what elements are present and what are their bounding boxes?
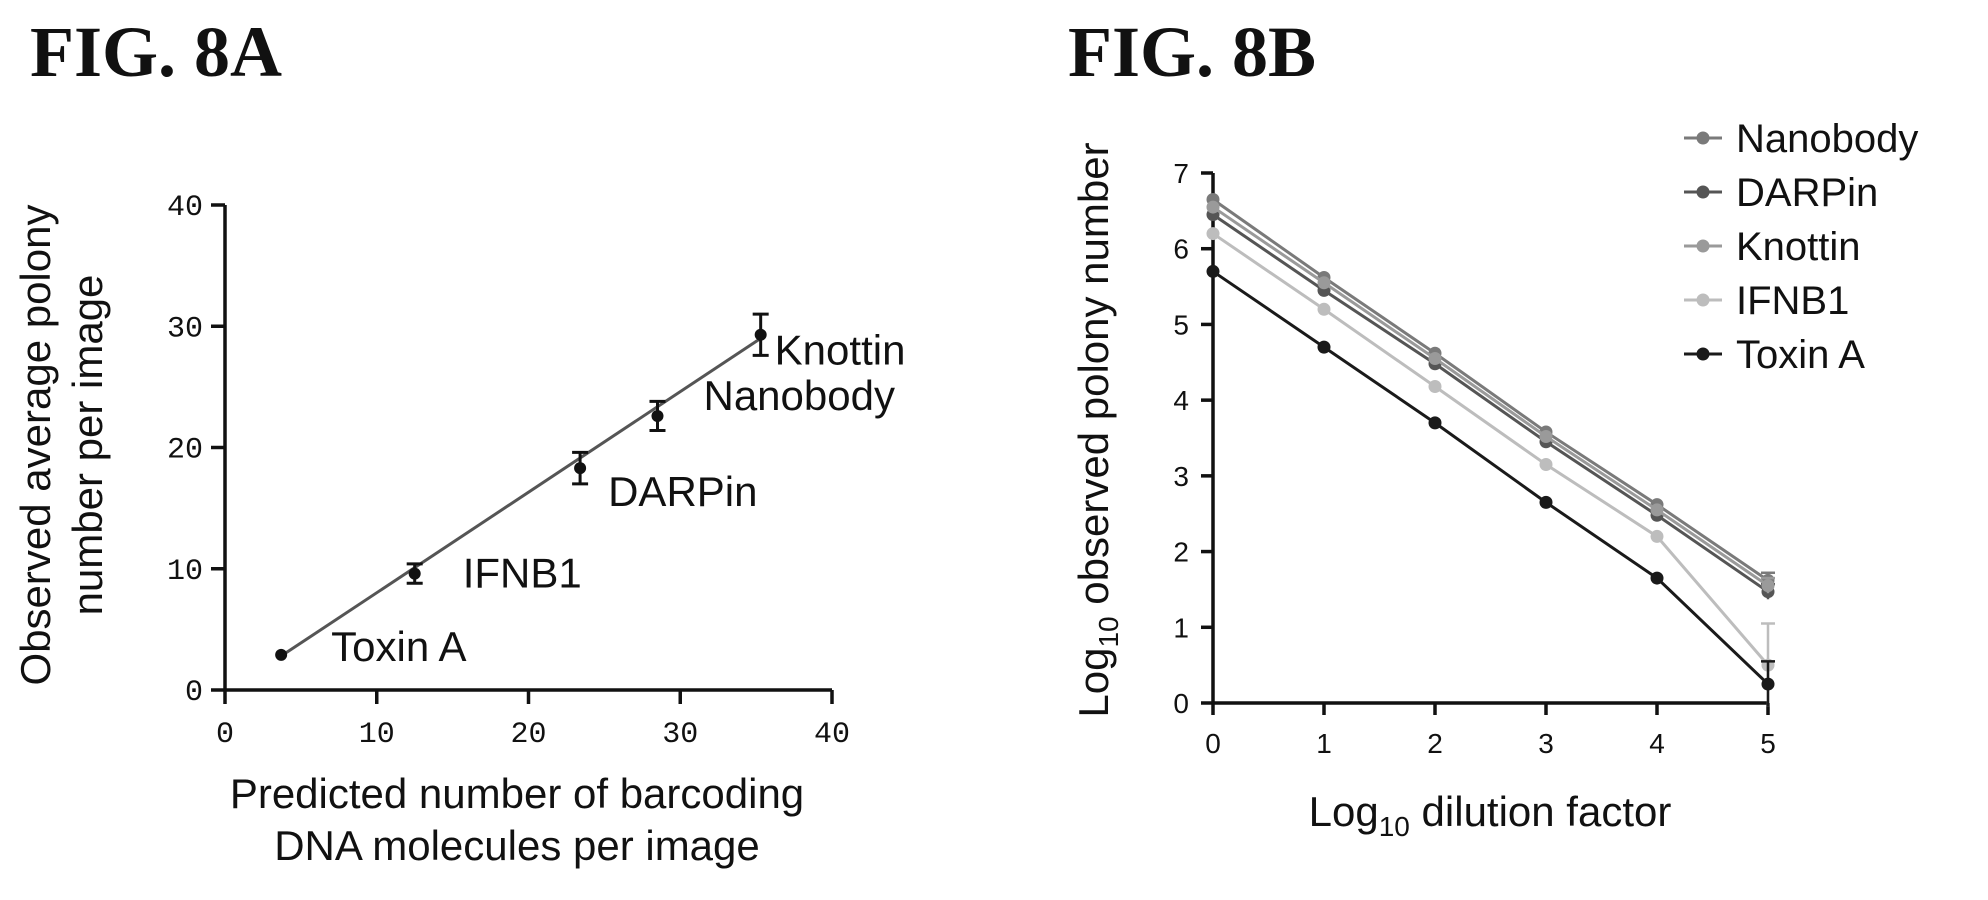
legend-marker (1696, 185, 1710, 199)
legend-label: Toxin A (1736, 333, 1865, 377)
y-tick-label: 10 (167, 555, 203, 589)
x-tick-label: 30 (662, 718, 698, 752)
legend-label: IFNB1 (1736, 279, 1849, 323)
data-point (1206, 200, 1220, 214)
data-point (574, 462, 587, 475)
fit-line (280, 337, 762, 658)
x-axis-title-base: Log (1309, 788, 1379, 835)
data-point (1428, 352, 1442, 365)
fig-8a-title: FIG. 8A (30, 12, 282, 92)
y-axis-title-rest: observed polony number (1070, 142, 1117, 616)
y-axis-title: number per image (64, 275, 111, 616)
fig-8b-title: FIG. 8B (1068, 12, 1316, 92)
series-line (1212, 232, 1770, 667)
y-tick-label: 1 (1173, 612, 1189, 643)
point-label: Knottin (775, 327, 906, 374)
x-tick-label: 0 (216, 718, 234, 752)
x-axis-title-rest: dilution factor (1410, 788, 1671, 835)
y-tick-label: 0 (185, 676, 203, 710)
data-point (1317, 302, 1331, 316)
x-axis-title: Predicted number of barcoding (230, 770, 804, 817)
x-tick-label: 5 (1760, 728, 1776, 759)
data-point (1206, 227, 1220, 241)
data-point (1761, 579, 1775, 593)
legend-marker (1696, 347, 1710, 361)
series-line (1212, 198, 1769, 582)
x-tick-label: 3 (1538, 728, 1554, 759)
series-line (1212, 213, 1769, 593)
data-point (1428, 416, 1442, 430)
legend-marker (1696, 239, 1710, 253)
y-axis-title: Observed average polony (12, 205, 59, 686)
point-label: DARPin (608, 468, 757, 515)
data-point (1539, 458, 1553, 471)
data-point (1317, 276, 1331, 290)
x-axis-title-sub: 10 (1379, 811, 1410, 842)
y-axis-title: Log10 observed polony number (1070, 142, 1124, 717)
point-label: IFNB1 (463, 550, 582, 597)
data-point (1650, 571, 1664, 585)
data-point (1206, 264, 1220, 278)
data-point (1428, 380, 1442, 394)
y-tick-label: 40 (167, 191, 203, 225)
x-tick-label: 20 (510, 718, 546, 752)
legend-marker (1696, 293, 1710, 307)
chart-8a: 0 10 20 30 40 0 10 20 30 40 Predicted number of ba… (12, 191, 905, 869)
data-point (275, 648, 288, 661)
data-point (1317, 340, 1331, 354)
legend-label: Nanobody (1736, 117, 1918, 161)
data-point (1650, 503, 1664, 517)
x-tick-label: 4 (1649, 728, 1665, 759)
data-point (651, 409, 664, 422)
legend-label: DARPin (1736, 171, 1878, 215)
x-tick-label: 10 (359, 718, 395, 752)
point-label: Toxin A (331, 623, 466, 670)
point-label: Nanobody (703, 372, 894, 419)
y-tick-label: 2 (1173, 537, 1189, 568)
data-point (1539, 429, 1553, 443)
x-tick-label: 2 (1427, 728, 1443, 759)
y-tick-label: 3 (1173, 461, 1189, 492)
y-tick-label: 30 (167, 312, 203, 346)
data-point (1761, 677, 1775, 691)
data-point (1539, 495, 1553, 509)
legend-marker (1696, 131, 1710, 145)
x-tick-label: 0 (1205, 728, 1221, 759)
y-tick-label: 20 (167, 434, 203, 468)
x-axis-title: Log10 dilution factor (1309, 788, 1672, 842)
y-axis-title-sub: 10 (1093, 616, 1124, 647)
y-tick-label: 0 (1173, 688, 1189, 719)
data-point (1650, 529, 1664, 543)
legend-label: Knottin (1736, 225, 1861, 269)
data-point (408, 567, 421, 580)
y-axis-title-base: Log (1070, 648, 1117, 718)
x-tick-label: 1 (1316, 728, 1332, 759)
y-tick-label: 5 (1173, 309, 1189, 340)
data-point (754, 328, 767, 341)
y-tick-label: 7 (1173, 158, 1189, 189)
y-tick-label: 6 (1173, 234, 1189, 265)
y-tick-label: 4 (1173, 385, 1189, 416)
series-line (1212, 205, 1769, 587)
x-tick-label: 40 (814, 718, 850, 752)
x-axis-title: DNA molecules per image (274, 822, 760, 869)
series-line (1212, 270, 1770, 686)
